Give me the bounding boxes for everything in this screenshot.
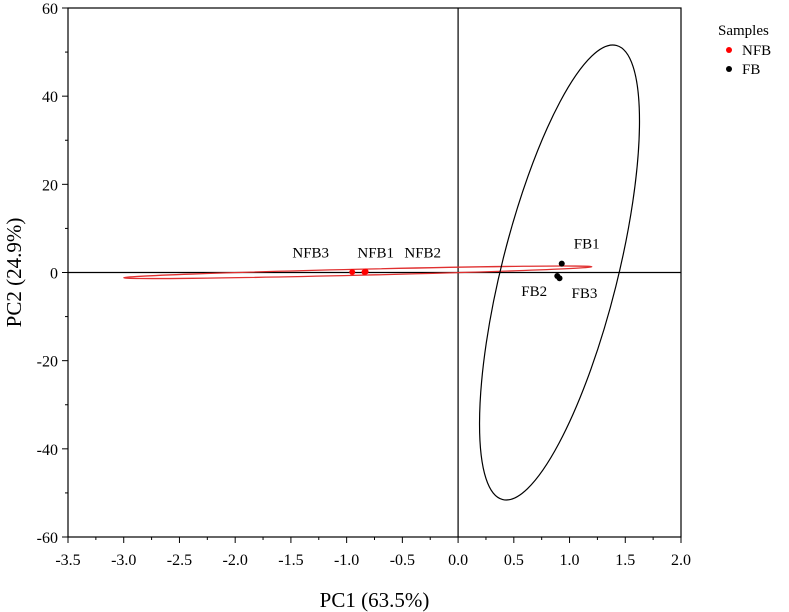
point-label-nfb1: NFB1 (357, 246, 394, 262)
nfb-confidence-ellipse (123, 265, 593, 280)
legend-marker-nfb (726, 47, 732, 53)
y-tick-label: 40 (42, 89, 58, 106)
x-tick-label: 0.5 (504, 552, 524, 569)
x-tick-label: -0.5 (390, 552, 415, 569)
y-tick-label: -40 (37, 442, 58, 459)
legend-label-nfb: NFB (742, 43, 771, 59)
x-tick-label: -1.5 (278, 552, 303, 569)
fb-point-fb3 (556, 275, 563, 282)
x-tick-label: 0.0 (448, 552, 468, 569)
x-tick-label: -1.0 (334, 552, 359, 569)
y-axis-title: PC2 (24.9%) (2, 218, 26, 328)
fb-confidence-ellipse (478, 44, 641, 501)
legend-title: Samples (718, 23, 769, 39)
nfb-point-nfb2 (361, 269, 368, 276)
x-tick-label: -3.0 (111, 552, 136, 569)
legend-label-fb: FB (742, 62, 760, 78)
y-tick-label: -20 (37, 354, 58, 371)
point-label-fb2: FB2 (521, 284, 547, 300)
point-label-nfb3: NFB3 (292, 246, 329, 262)
y-tick-label: 60 (42, 1, 58, 18)
x-axis-title: PC1 (63.5%) (320, 588, 430, 612)
legend-marker-fb (726, 66, 732, 72)
y-tick-label: 20 (42, 177, 58, 194)
x-tick-label: -2.5 (167, 552, 192, 569)
nfb-point-nfb3 (349, 269, 356, 276)
fb-point-fb1 (558, 260, 565, 267)
point-label-fb1: FB1 (574, 237, 600, 253)
y-tick-label: 0 (50, 266, 58, 283)
point-label-fb3: FB3 (572, 286, 598, 302)
x-tick-label: -2.0 (223, 552, 248, 569)
x-tick-label: 2.0 (671, 552, 691, 569)
x-tick-label: -3.5 (55, 552, 80, 569)
x-tick-label: 1.5 (615, 552, 635, 569)
point-label-nfb2: NFB2 (404, 246, 441, 262)
y-tick-label: -60 (37, 530, 58, 547)
x-tick-label: 1.0 (560, 552, 580, 569)
